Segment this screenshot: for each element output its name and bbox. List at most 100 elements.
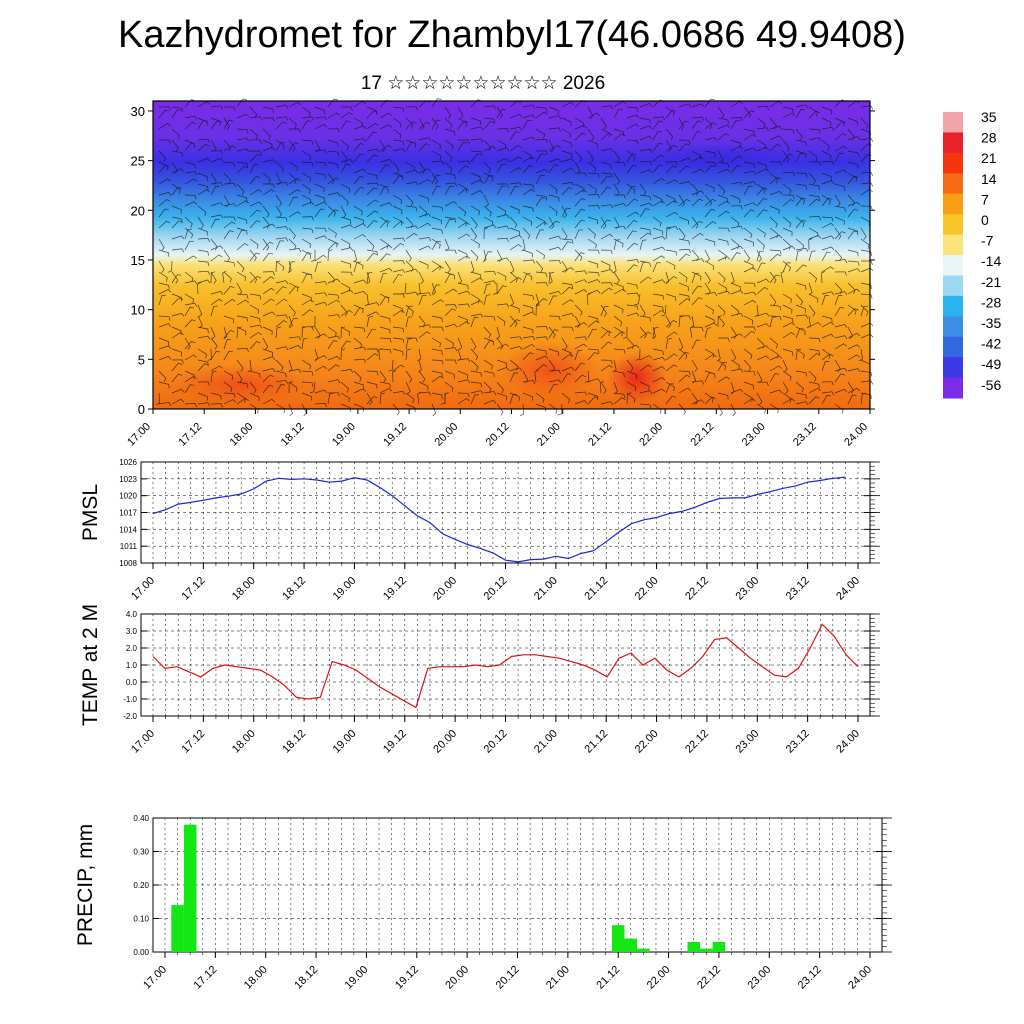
wind-barb	[743, 299, 757, 306]
wind-barb	[691, 156, 704, 163]
wind-barb	[665, 211, 679, 218]
wind-barb	[496, 367, 510, 372]
wind-barb	[366, 271, 373, 284]
wind-barb	[159, 139, 171, 144]
temp-series-line	[152, 623, 859, 709]
wind-barb	[821, 235, 835, 240]
wind-barb	[431, 403, 437, 417]
wind-barb	[574, 249, 583, 261]
wind-barb	[392, 148, 406, 153]
wind-barb	[158, 345, 172, 350]
wind-barb	[483, 381, 492, 393]
wind-barb	[652, 326, 657, 340]
wind-barb	[574, 183, 585, 193]
wind-barb	[782, 183, 792, 195]
wind-barb	[717, 210, 730, 218]
colorbar-label: -14	[981, 253, 1001, 269]
wind-barb	[613, 370, 625, 378]
xsec-x-tick-label: 20.00	[432, 421, 460, 449]
wind-barb	[249, 189, 262, 196]
wind-barb	[418, 391, 432, 396]
wind-barb	[600, 304, 608, 317]
wind-barb	[600, 117, 607, 130]
wind-barb	[652, 164, 663, 174]
wind-barb	[691, 285, 702, 295]
wind-barb	[613, 331, 626, 339]
wind-barb	[561, 101, 575, 108]
wind-barb	[301, 183, 311, 194]
wind-barb	[613, 348, 626, 354]
wind-barb	[519, 403, 524, 417]
wind-barb	[782, 293, 792, 304]
wind-barb	[470, 370, 482, 377]
wind-barb	[457, 117, 467, 128]
colorbar-label: -49	[981, 356, 1001, 372]
wind-barb	[197, 216, 204, 229]
wind-barb	[223, 392, 236, 398]
wind-barb	[483, 145, 497, 152]
wind-barb	[236, 315, 249, 322]
wind-barb	[353, 388, 367, 394]
wind-barb	[366, 187, 378, 196]
wind-barb	[561, 348, 572, 358]
wind-barb	[444, 347, 458, 352]
y-tick-label: 0.30	[133, 848, 149, 857]
wind-barb	[652, 348, 664, 355]
wind-barb	[743, 209, 755, 218]
wind-barb	[600, 216, 607, 230]
wind-barb	[704, 117, 713, 130]
wind-barb	[249, 154, 261, 163]
wind-barb	[171, 109, 182, 119]
x-tick-label: 23.00	[745, 964, 773, 992]
wind-barb	[197, 205, 207, 216]
wind-barb	[210, 254, 223, 262]
wind-barb	[249, 293, 262, 300]
wind-barb	[288, 177, 301, 185]
wind-barb	[379, 272, 388, 284]
wind-barb	[691, 220, 704, 229]
wind-barb	[171, 248, 185, 253]
wind-barb	[405, 232, 418, 240]
wind-barb	[223, 249, 231, 262]
wind-barb	[756, 262, 766, 273]
wind-barb	[496, 285, 507, 295]
wind-barb	[288, 172, 297, 184]
wind-barb	[223, 350, 233, 361]
wind-barb	[288, 139, 296, 152]
wind-barb	[626, 164, 638, 174]
wind-barb	[353, 168, 367, 174]
wind-barb	[665, 338, 672, 350]
wind-barb	[496, 128, 509, 133]
wind-barb	[405, 142, 416, 152]
wind-barb	[223, 285, 235, 295]
wind-barb	[834, 343, 847, 350]
wind-barb	[574, 219, 585, 229]
wind-barb	[535, 298, 548, 306]
wind-barb	[275, 240, 285, 251]
wind-barb	[366, 370, 379, 376]
wind-barb	[483, 399, 497, 405]
xsec-x-tick-label: 18.12	[279, 421, 307, 449]
wind-barb	[847, 260, 860, 266]
wind-barb	[236, 299, 250, 306]
wind-barb	[665, 331, 678, 339]
wind-barb	[314, 389, 328, 394]
wind-barb	[704, 208, 716, 218]
wind-barb	[834, 227, 842, 240]
wind-barb	[470, 153, 482, 163]
wind-barb	[249, 252, 260, 262]
wind-barb	[418, 237, 432, 242]
wind-barb	[691, 198, 703, 207]
wind-barb	[275, 298, 288, 306]
wind-barb	[756, 286, 769, 295]
wind-barb	[730, 312, 744, 317]
wind-barb	[470, 249, 479, 262]
wind-barb	[405, 169, 419, 174]
wind-barb	[861, 260, 873, 265]
wind-barb	[613, 271, 620, 284]
wind-barb	[262, 106, 274, 113]
wind-barb	[210, 337, 218, 350]
wind-barb	[275, 370, 287, 378]
wind-barb	[782, 153, 794, 163]
